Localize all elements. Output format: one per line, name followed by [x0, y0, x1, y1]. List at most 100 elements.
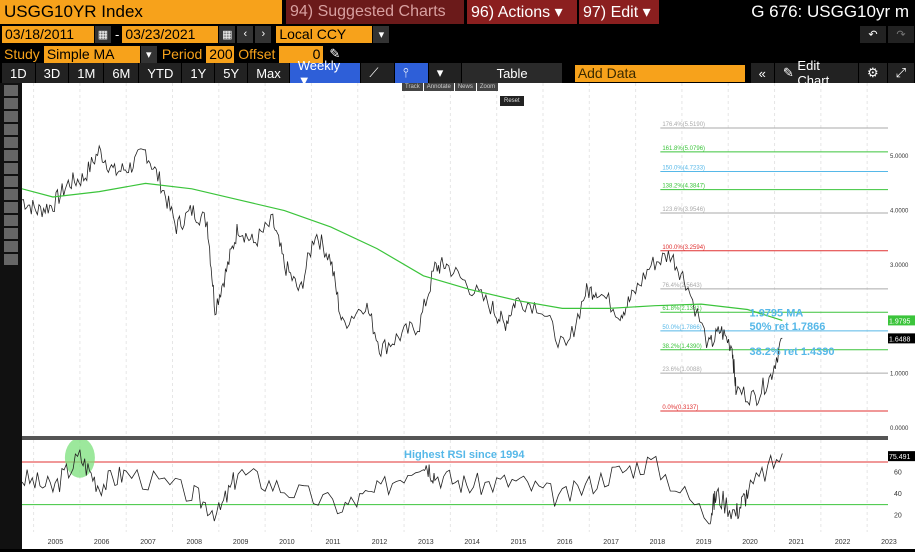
pencil-icon: ✎ [782, 65, 798, 80]
x-tick-label: 2020 [742, 539, 758, 546]
x-tick-label: 2023 [881, 539, 897, 546]
chevron-down-icon[interactable]: ▾ [140, 45, 157, 63]
popup-zoom[interactable]: Zoom [476, 83, 499, 91]
text-tool-icon[interactable] [4, 150, 18, 161]
panel-divider[interactable] [22, 436, 915, 440]
x-tick-label: 2014 [464, 539, 480, 546]
collapse-icon[interactable]: « [750, 63, 774, 83]
x-tick-label: 2007 [140, 539, 156, 546]
tab-1m[interactable]: 1M [69, 63, 104, 83]
style-icon[interactable] [4, 241, 18, 252]
tab-max[interactable]: Max [248, 63, 289, 83]
drawing-toolbar [0, 83, 22, 549]
start-date-field[interactable]: 03/18/2011 [2, 25, 94, 43]
annotation-50-ret: 50% ret 1.7866 [750, 321, 826, 333]
calendar-icon[interactable]: ▦ [95, 25, 111, 43]
fib-level-label: 23.6%(1.0088) [662, 367, 701, 373]
expand-icon[interactable]: ⤢ [887, 63, 915, 83]
erase-icon[interactable] [4, 215, 18, 226]
actions-menu[interactable]: 96) Actions ▾ [467, 0, 577, 24]
x-tick-label: 2009 [233, 539, 249, 546]
tab-5y[interactable]: 5Y [215, 63, 248, 83]
ticker-field[interactable]: USGG10YR Index [0, 0, 282, 24]
x-tick-label: 2010 [279, 539, 295, 546]
rsi-chart: Highest RSI since 1994 [21, 437, 888, 532]
axis-price-tag [888, 333, 915, 344]
tab-6m[interactable]: 6M [104, 63, 139, 83]
x-axis-labels: 2005 2006 2007 2008 2009 2010 2011 2012 2013 2014… [48, 539, 897, 546]
axis-price-tag-label: 1.6488 [889, 336, 911, 343]
fib-level-label: 123.6%(3.9546) [662, 207, 705, 213]
magnet-icon[interactable] [4, 254, 18, 265]
offset-label: Offset [238, 46, 276, 62]
chevron-down-icon[interactable]: ▾ [373, 25, 390, 43]
x-tick-label: 2008 [187, 539, 203, 546]
moving-average-line [21, 182, 783, 321]
suggested-charts-button[interactable]: 94) Suggested Charts [286, 0, 464, 24]
table-button[interactable]: Table [462, 63, 562, 83]
fib-level-label: 50.0%(1.7866) [662, 325, 701, 331]
popup-reset[interactable]: Reset [500, 96, 524, 106]
trash-icon[interactable] [4, 228, 18, 239]
line-chart-icon[interactable]: ⟋ [361, 63, 395, 83]
fib-level-label: 76.4%(2.5643) [662, 283, 701, 289]
undo-icon[interactable]: ↶ [860, 25, 886, 43]
arrow-tool-icon[interactable] [4, 163, 18, 174]
period-input[interactable]: 200 [206, 45, 235, 63]
rsi-panel[interactable]: Highest RSI since 1994 [21, 437, 888, 532]
chevron-left-icon[interactable]: ‹ [237, 25, 254, 43]
popup-news[interactable]: News [454, 83, 476, 91]
x-tick-label: 2012 [372, 539, 388, 546]
annotation-ma: 1.9795 MA [750, 308, 804, 320]
y-tick-label: 0.0000 [890, 426, 909, 432]
fib-level-label: 0.0%(0.3137) [662, 405, 698, 411]
shape-tool-icon[interactable] [4, 176, 18, 187]
x-tick-label: 2015 [511, 539, 527, 546]
chevron-down-icon[interactable]: ▾ [428, 63, 462, 83]
fib-level-label: 176.4%(5.5190) [662, 122, 705, 128]
currency-select[interactable]: Local CCY [276, 25, 373, 43]
rsi-tick-label: 60 [894, 470, 902, 477]
tab-1d[interactable]: 1D [2, 63, 35, 83]
range-bar: 1D 3D 1M 6M YTD 1Y 5Y Max Weekly ▼ ⟋ ⫯ ▾… [0, 58, 915, 88]
x-tick-label: 2019 [696, 539, 712, 546]
fib-level-label: 161.8%(5.0796) [662, 146, 705, 152]
frequency-select[interactable]: Weekly ▼ [289, 58, 361, 88]
axis-price-tag-label: 1.9795 [889, 318, 911, 325]
fib-level-label: 100.0%(3.2594) [662, 245, 705, 251]
title-bar: USGG10YR Index 94) Suggested Charts 96) … [0, 0, 915, 24]
pencil-icon[interactable]: ✎ [329, 46, 341, 61]
offset-input[interactable]: 0 [279, 45, 324, 63]
x-tick-label: 2018 [650, 539, 666, 546]
period-label: Period [161, 46, 203, 62]
settings-icon[interactable]: ⚙ [858, 63, 887, 83]
fib-level-label: 38.2%(1.4390) [662, 344, 701, 350]
tab-3d[interactable]: 3D [35, 63, 69, 83]
tab-ytd[interactable]: YTD [139, 63, 182, 83]
fib-icon[interactable] [4, 137, 18, 148]
line-tool-icon[interactable] [4, 111, 18, 122]
rsi-tick-label: 40 [894, 491, 902, 498]
price-series-line [21, 144, 783, 407]
channel-icon[interactable] [4, 189, 18, 200]
x-tick-label: 2006 [94, 539, 110, 546]
redo-icon[interactable]: ↷ [888, 25, 914, 43]
edit-chart-button[interactable]: ✎ Edit Chart [774, 58, 858, 88]
study-select[interactable]: Simple MA [43, 45, 140, 63]
end-date-field[interactable]: 03/23/2021 [122, 25, 219, 43]
tab-1y[interactable]: 1Y [182, 63, 215, 83]
crosshair-icon[interactable] [4, 98, 18, 109]
calendar-icon[interactable]: ▦ [219, 25, 236, 43]
bar-chart-icon[interactable]: ⫯ [395, 63, 428, 83]
chevron-right-icon[interactable]: › [255, 25, 272, 43]
add-data-input[interactable]: Add Data [574, 64, 745, 82]
annotation-rsi: Highest RSI since 1994 [404, 449, 525, 461]
trend-icon[interactable] [4, 124, 18, 135]
fib-level-label: 138.2%(4.3847) [662, 184, 705, 190]
popup-annotate[interactable]: Annotate [423, 83, 454, 91]
edit-menu[interactable]: 97) Edit ▾ [579, 0, 659, 24]
price-panel[interactable]: 176.4%(5.5190) 161.8%(5.0796) 150.0%(4.723… [21, 83, 888, 436]
pointer-icon[interactable] [4, 85, 18, 96]
popup-track[interactable]: Track [402, 83, 423, 91]
measure-icon[interactable] [4, 202, 18, 213]
